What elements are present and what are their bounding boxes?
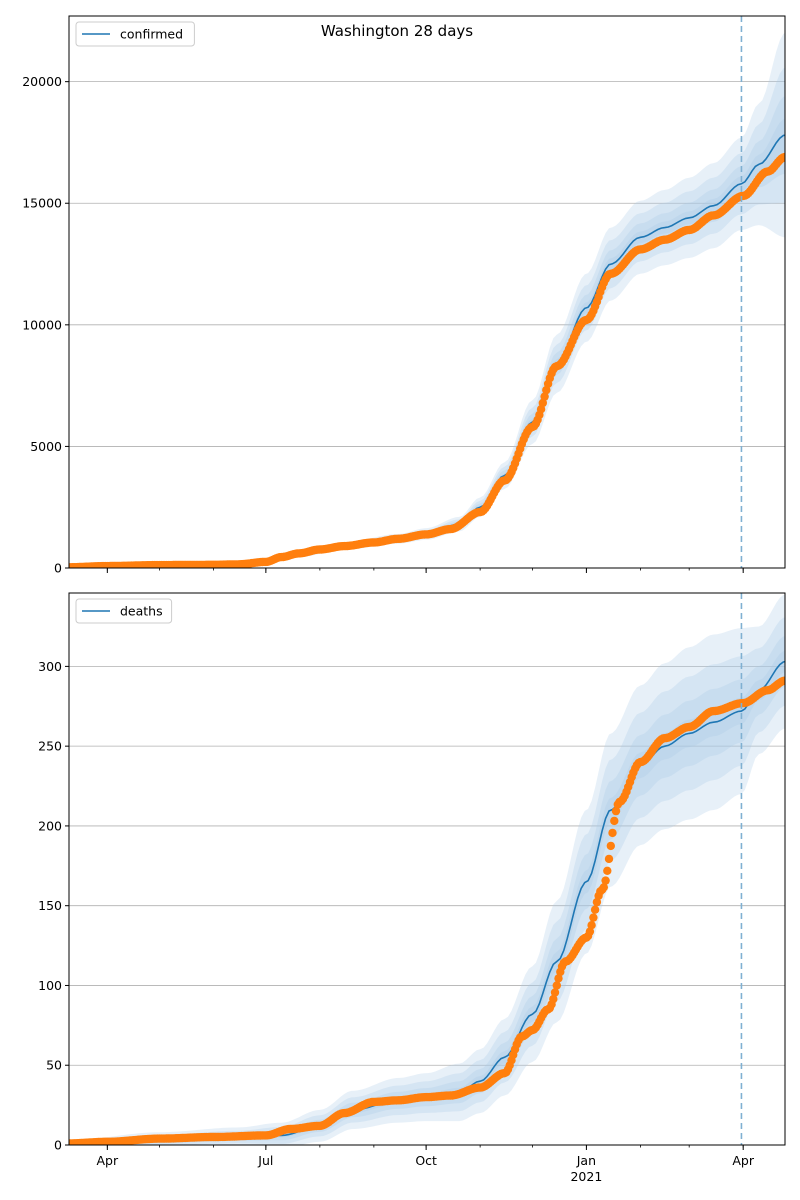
legend: confirmed (75, 21, 195, 47)
uncertainty-band-0 (69, 33, 785, 568)
observed-point (590, 905, 600, 914)
observed-point (606, 841, 615, 851)
y-tick-label: 10000 (22, 317, 62, 332)
y-tick-label: 250 (38, 739, 62, 754)
uncertainty-band-1 (69, 67, 785, 568)
observed-point (604, 854, 614, 864)
x-tick-sublabel: 2021 (570, 1169, 602, 1184)
uncertainty-band-2 (69, 636, 785, 1145)
observed-point (780, 676, 785, 685)
observed-point (601, 876, 610, 885)
observed-point (608, 828, 617, 838)
x-tick-label: Jul (257, 1153, 273, 1168)
y-tick-label: 5000 (30, 439, 62, 454)
observed-point (611, 806, 621, 816)
observed-point (592, 897, 602, 907)
y-tick-label: 150 (38, 898, 62, 913)
y-tick-label: 0 (54, 1138, 62, 1153)
plot-frame (68, 15, 786, 569)
uncertainty-band-2 (69, 96, 785, 568)
observed-point (550, 988, 560, 997)
y-tick-label: 50 (46, 1058, 62, 1073)
confirmed-panel: 0 5000 10000 15000 20000 confirmed (22, 15, 786, 576)
observed-point (554, 974, 563, 983)
legend: deaths (75, 598, 173, 624)
uncertainty-band-0 (69, 594, 785, 1145)
observed-point (589, 913, 598, 922)
y-tick-label: 100 (38, 978, 62, 993)
y-tick-label: 20000 (22, 74, 62, 89)
observed-point (540, 392, 549, 401)
x-tick-label: Apr (97, 1153, 119, 1168)
figure-title: Washington 28 days (321, 22, 473, 40)
y-tick-label: 0 (54, 561, 62, 576)
observed-point (552, 981, 561, 990)
observed-point (549, 994, 558, 1004)
y-tick-label: 200 (38, 818, 62, 833)
observed-point (587, 921, 596, 930)
x-tick-label: Jan (576, 1153, 596, 1168)
plot-frame (68, 592, 786, 1146)
x-tick-label: Apr (732, 1153, 754, 1168)
x-tick-label: Oct (415, 1153, 437, 1168)
legend-label: deaths (120, 604, 163, 619)
observed-point (780, 152, 785, 162)
uncertainty-band-1 (69, 617, 785, 1145)
observed-point (538, 398, 547, 408)
observed-point (610, 816, 619, 826)
legend-box (75, 21, 195, 47)
observed-point (585, 927, 595, 936)
observed-point (603, 866, 612, 875)
observed-point (599, 883, 608, 892)
y-tick-label: 300 (38, 659, 62, 674)
legend-box (75, 598, 173, 624)
legend-label: confirmed (120, 27, 183, 42)
y-tick-label: 15000 (22, 196, 62, 211)
